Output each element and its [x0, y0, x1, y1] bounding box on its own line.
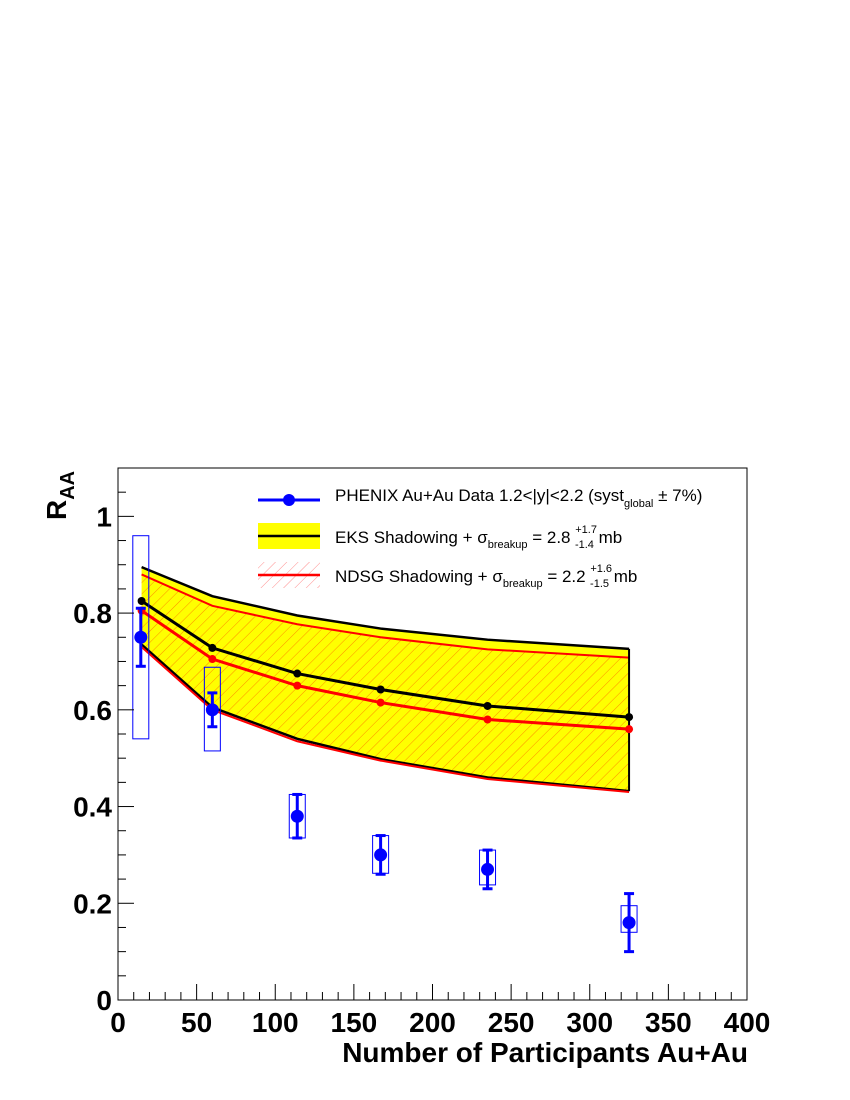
y-axis-title-sub: AA	[57, 471, 79, 500]
model-bands	[137, 565, 634, 794]
legend-item-ndsg: NDSG Shadowing + σbreakup = 2.2 +1.6 -1.5…	[258, 562, 637, 590]
legend-item-eks: EKS Shadowing + σbreakup = 2.8 +1.7 -1.4 …	[258, 523, 622, 551]
axes: 0 50 100 150 200 250 300 350 400 0 0.2 0.4 0.6 0.8 1	[73, 467, 771, 1038]
eks-central-marker	[625, 713, 634, 722]
x-tick-label: 50	[181, 1007, 212, 1038]
legend-data-marker	[283, 494, 295, 506]
eks-central-marker	[483, 701, 492, 710]
ndsg-central-marker	[483, 715, 492, 724]
x-tick-label: 400	[724, 1007, 771, 1038]
legend-item-data: PHENIX Au+Au Data 1.2<|y|<2.2 (systgloba…	[258, 486, 702, 510]
x-tick-label: 350	[645, 1007, 692, 1038]
data-syst-box	[203, 666, 221, 752]
y-axis-title-main: R	[41, 500, 72, 520]
x-tick-label: 250	[488, 1007, 535, 1038]
y-tick-label: 0.6	[73, 695, 112, 726]
y-axis-title: RAA	[41, 471, 79, 520]
data-syst-box	[132, 535, 150, 740]
legend: PHENIX Au+Au Data 1.2<|y|<2.2 (systgloba…	[258, 486, 702, 590]
data-points	[132, 535, 638, 954]
x-tick-label: 300	[566, 1007, 613, 1038]
x-tick-label: 150	[331, 1007, 378, 1038]
ndsg-lower-line	[140, 646, 630, 794]
y-tick-label: 0.2	[73, 888, 112, 919]
ndsg-central-marker	[208, 655, 217, 664]
eks-lower-line	[140, 643, 630, 793]
eks-central-marker	[293, 669, 302, 678]
eks-central-marker	[376, 685, 385, 694]
eks-upper-line	[141, 565, 630, 651]
data-point	[205, 703, 219, 717]
data-point	[481, 862, 495, 876]
y-tick-label: 0.4	[73, 792, 112, 823]
data-point	[622, 916, 636, 930]
legend-eks-label: EKS Shadowing + σbreakup = 2.8 +1.7 -1.4 …	[335, 524, 622, 551]
legend-ndsg-label: NDSG Shadowing + σbreakup = 2.2 +1.6 -1.5…	[335, 563, 637, 590]
data-point	[374, 848, 388, 862]
data-point	[290, 809, 304, 823]
x-tick-label: 200	[409, 1007, 456, 1038]
eks-central-marker	[137, 597, 146, 605]
y-tick-label: 0.8	[73, 598, 112, 629]
ndsg-upper-line	[141, 573, 630, 659]
y-tick-label: 0	[96, 985, 112, 1016]
data-point	[134, 630, 148, 644]
y-tick-label: 1	[96, 501, 112, 532]
x-tick-label: 100	[252, 1007, 299, 1038]
ndsg-central-line	[140, 609, 630, 731]
legend-data-label: PHENIX Au+Au Data 1.2<|y|<2.2 (systgloba…	[335, 486, 702, 510]
ndsg-band-hatch	[141, 574, 630, 793]
ndsg-central-marker	[625, 725, 634, 734]
x-tick-label: 0	[110, 1007, 126, 1038]
x-axis-title: Number of Participants Au+Au	[342, 1037, 748, 1068]
ndsg-central-marker	[376, 698, 385, 707]
ndsg-central-marker	[293, 681, 302, 690]
eks-central-line	[140, 599, 630, 719]
eks-central-marker	[208, 643, 217, 652]
